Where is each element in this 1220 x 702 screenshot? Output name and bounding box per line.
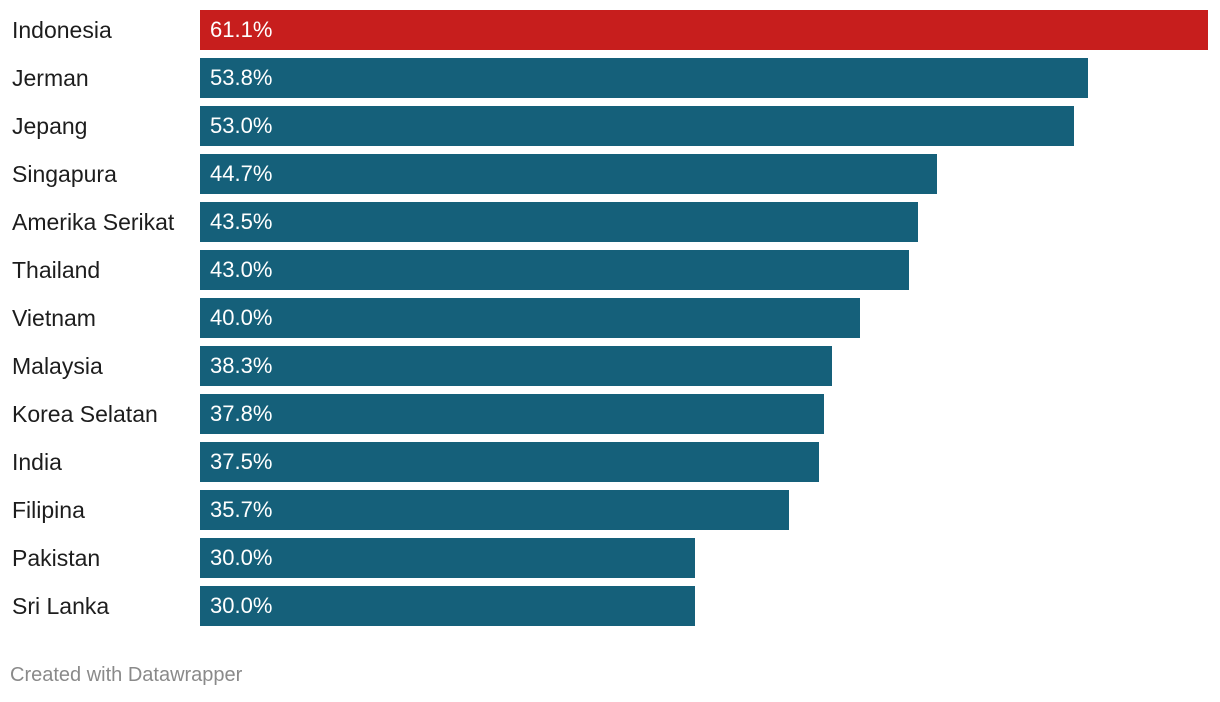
category-label: Malaysia <box>12 353 103 379</box>
value-label: 37.5% <box>210 449 273 474</box>
value-label: 53.0% <box>210 113 273 138</box>
category-label: Pakistan <box>12 545 101 571</box>
bar <box>200 346 832 386</box>
bar-chart: Indonesia 61.1% Jerman 53.8% Jepang 53.0% Sing… <box>0 10 1220 626</box>
value-label: 44.7% <box>210 161 273 186</box>
chart-row: Singapura 44.7% <box>0 154 1220 194</box>
bar <box>200 202 918 242</box>
bar <box>200 10 1208 50</box>
bar <box>200 298 860 338</box>
category-label: Korea Selatan <box>12 401 158 427</box>
chart-row: Amerika Serikat 43.5% <box>0 202 1220 242</box>
value-label: 30.0% <box>210 545 273 570</box>
bar <box>200 442 819 482</box>
value-label: 43.0% <box>210 257 273 282</box>
chart-row: Jepang 53.0% <box>0 106 1220 146</box>
bar <box>200 154 937 194</box>
category-label: Jepang <box>12 113 88 139</box>
chart-row: Malaysia 38.3% <box>0 346 1220 386</box>
value-label: 43.5% <box>210 209 273 234</box>
value-label: 37.8% <box>210 401 273 426</box>
bar <box>200 586 695 626</box>
category-label: Singapura <box>12 161 117 187</box>
value-label: 40.0% <box>210 305 273 330</box>
category-label: Sri Lanka <box>12 593 110 619</box>
chart-row: Sri Lanka 30.0% <box>0 586 1220 626</box>
value-label: 38.3% <box>210 353 273 378</box>
chart-row: Indonesia 61.1% <box>0 10 1220 50</box>
bar <box>200 58 1088 98</box>
category-label: Indonesia <box>12 17 112 43</box>
category-label: Filipina <box>12 497 85 523</box>
bar <box>200 250 909 290</box>
credit-text: Created with Datawrapper <box>10 664 243 686</box>
category-label: India <box>12 449 62 475</box>
chart-row: Thailand 43.0% <box>0 250 1220 290</box>
chart-row: Pakistan 30.0% <box>0 538 1220 578</box>
value-label: 35.7% <box>210 497 273 522</box>
category-label: Vietnam <box>12 305 96 331</box>
chart-row: Filipina 35.7% <box>0 490 1220 530</box>
bar <box>200 490 789 530</box>
chart-row: Vietnam 40.0% <box>0 298 1220 338</box>
bar <box>200 394 824 434</box>
value-label: 30.0% <box>210 593 273 618</box>
category-label: Amerika Serikat <box>12 209 175 235</box>
chart-row: India 37.5% <box>0 442 1220 482</box>
category-label: Thailand <box>12 257 101 283</box>
bar <box>200 106 1074 146</box>
chart-row: Jerman 53.8% <box>0 58 1220 98</box>
value-label: 61.1% <box>210 17 273 42</box>
chart-row: Korea Selatan 37.8% <box>0 394 1220 434</box>
value-label: 53.8% <box>210 65 273 90</box>
category-label: Jerman <box>12 65 89 91</box>
bar <box>200 538 695 578</box>
